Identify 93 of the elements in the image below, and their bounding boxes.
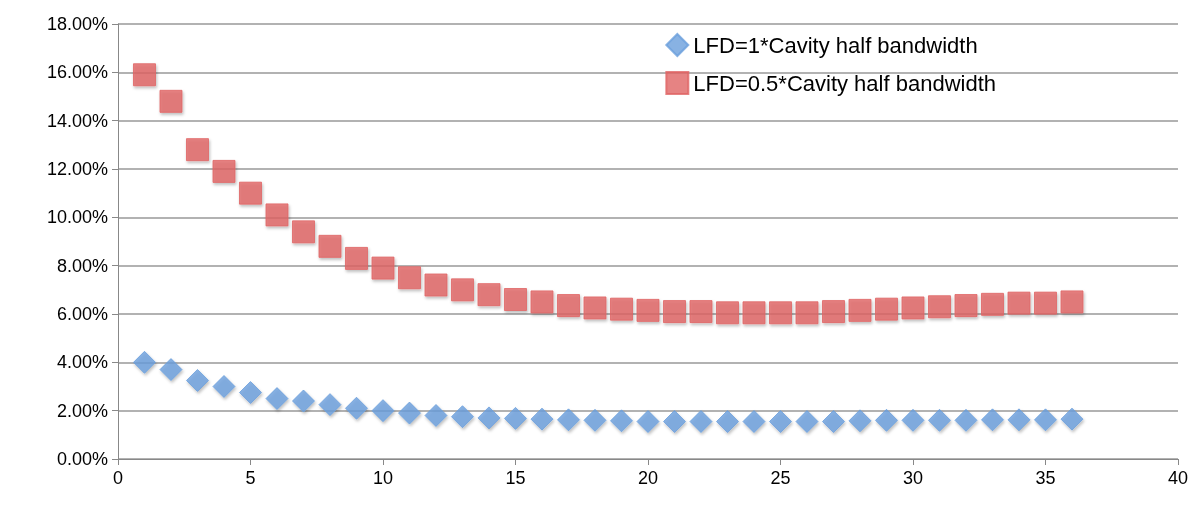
point xyxy=(768,410,792,434)
point xyxy=(212,375,236,398)
point xyxy=(530,290,554,314)
point xyxy=(159,89,183,113)
point xyxy=(451,278,474,302)
point xyxy=(795,410,819,434)
point xyxy=(583,408,607,432)
point xyxy=(292,389,315,413)
point xyxy=(848,298,872,322)
point xyxy=(345,396,368,420)
point xyxy=(1007,291,1031,315)
point xyxy=(1060,407,1084,431)
point xyxy=(742,301,766,325)
legend-label: LFD=0.5*Cavity half bandwidth xyxy=(693,70,996,96)
point xyxy=(954,408,978,432)
point xyxy=(557,294,580,318)
point xyxy=(371,256,395,280)
point xyxy=(742,410,766,434)
point xyxy=(424,404,448,427)
x-tick-label: 40 xyxy=(1167,468,1188,488)
y-tick-label: 16.00% xyxy=(46,62,108,83)
point xyxy=(848,409,872,433)
x-tick-label: 10 xyxy=(372,468,394,488)
point xyxy=(927,295,951,319)
point xyxy=(451,405,474,429)
point xyxy=(265,387,289,411)
point xyxy=(186,368,209,392)
point xyxy=(477,283,501,307)
point xyxy=(371,399,395,423)
point xyxy=(398,401,421,425)
x-tick-label: 0 xyxy=(112,468,124,488)
point xyxy=(239,181,262,205)
point xyxy=(1033,291,1057,315)
x-tick-label: 5 xyxy=(245,468,256,488)
point xyxy=(715,410,739,434)
y-tick-label: 4.00% xyxy=(56,352,108,373)
point xyxy=(318,234,342,258)
point xyxy=(557,408,580,432)
point xyxy=(689,410,713,434)
point xyxy=(318,393,342,417)
y-tick-label: 0.00% xyxy=(56,449,108,469)
y-tick-label: 18.00% xyxy=(46,14,108,34)
point xyxy=(504,406,527,430)
point xyxy=(662,410,686,434)
point xyxy=(609,409,633,433)
point xyxy=(1007,408,1031,432)
point xyxy=(689,300,713,324)
x-tick-label: 15 xyxy=(505,468,526,488)
point xyxy=(768,301,792,325)
point xyxy=(1060,290,1084,314)
point xyxy=(609,297,633,321)
point xyxy=(398,266,421,290)
legend-label: LFD=1*Cavity half bandwidth xyxy=(693,32,978,58)
point xyxy=(133,350,156,374)
point xyxy=(980,292,1004,316)
point xyxy=(821,410,845,434)
y-tick-label: 12.00% xyxy=(46,159,108,179)
x-tick-label: 20 xyxy=(637,468,659,488)
point xyxy=(292,220,315,244)
point xyxy=(504,288,527,311)
point xyxy=(212,159,236,183)
point xyxy=(133,63,156,87)
x-tick-label: 25 xyxy=(770,468,791,488)
point xyxy=(980,408,1004,432)
point xyxy=(954,294,978,318)
point xyxy=(345,246,368,270)
y-tick-label: 6.00% xyxy=(56,304,108,324)
point xyxy=(424,273,448,297)
point xyxy=(186,138,209,162)
y-tick-label: 8.00% xyxy=(56,255,108,276)
point xyxy=(901,408,925,432)
point xyxy=(874,297,898,321)
x-tick-label: 35 xyxy=(1035,468,1056,488)
point xyxy=(530,407,554,431)
point xyxy=(477,406,501,430)
y-tick-label: 14.00% xyxy=(46,110,108,131)
y-tick-label: 10.00% xyxy=(46,207,108,228)
point xyxy=(821,300,845,324)
point xyxy=(636,410,660,434)
point xyxy=(795,301,819,325)
point xyxy=(636,298,660,322)
point xyxy=(159,358,183,382)
x-tick-label: 30 xyxy=(902,468,924,488)
point xyxy=(265,203,289,227)
point xyxy=(715,301,739,325)
point xyxy=(662,300,686,324)
point xyxy=(901,296,925,320)
point xyxy=(874,408,898,432)
point xyxy=(239,381,262,405)
y-tick-label: 2.00% xyxy=(56,400,108,421)
point xyxy=(927,408,951,432)
point xyxy=(1033,408,1057,432)
point xyxy=(583,296,607,320)
